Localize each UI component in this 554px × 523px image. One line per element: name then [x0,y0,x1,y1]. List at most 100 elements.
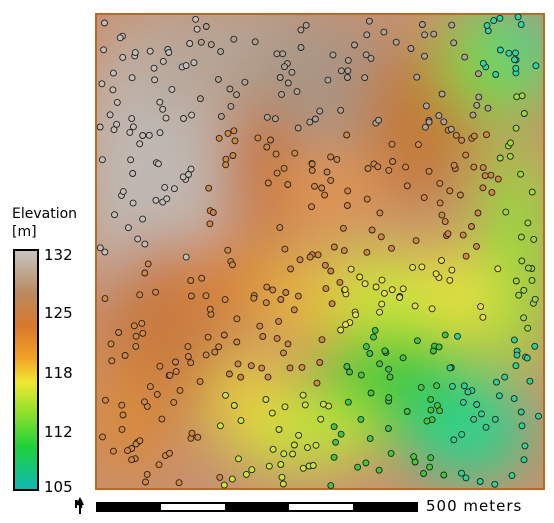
sample-point [436,179,444,187]
sample-point [119,188,127,196]
sample-point [139,215,147,223]
sample-point [228,475,236,483]
sample-point [402,163,410,171]
sample-point [484,104,492,112]
sample-point [136,291,144,299]
sample-point [377,233,385,241]
sample-point [280,164,288,172]
sample-point [524,264,532,272]
sample-point [479,164,487,172]
sample-point [511,56,518,64]
sample-point [108,357,116,365]
sample-point [159,105,167,113]
sample-point [262,299,270,307]
sample-point [129,199,137,207]
sample-point [361,280,369,288]
sample-point [202,292,210,300]
sample-point [273,169,281,177]
sample-point [130,322,138,330]
sample-point [375,466,383,474]
sample-point [237,373,245,381]
sample-point [462,474,470,482]
sample-point [422,102,430,110]
sample-point [161,183,169,191]
sample-point [275,317,283,325]
sample-point [473,401,481,408]
sample-point [264,373,272,381]
sample-point [521,442,529,450]
sample-point [492,71,500,78]
sample-point [299,391,307,399]
sample-point [229,152,237,159]
sample-point [284,79,292,87]
north-arrow-icon [76,497,84,514]
sample-point [343,202,351,209]
sample-point [524,324,532,332]
sample-point [222,161,230,169]
sample-point [159,57,167,65]
sample-point [333,155,341,163]
sample-point [110,126,118,134]
sample-point [185,171,192,178]
sample-point [308,203,315,211]
sample-point [318,184,326,192]
sample-point [168,85,176,93]
sample-point [188,429,196,437]
sample-point [141,269,149,277]
sample-point [182,253,190,261]
sample-point [517,170,525,178]
sample-point [396,294,404,301]
sample-point [290,441,298,449]
sample-point [136,140,144,148]
sample-point [220,331,228,339]
sample-point [512,64,520,72]
sample-point [156,98,164,106]
sample-point [518,257,526,265]
sample-point [281,403,289,411]
sample-point [365,17,373,25]
sample-point [280,349,287,357]
sample-point [450,39,458,47]
sample-point [454,332,461,340]
sample-point [172,358,179,366]
sample-point [389,158,397,165]
sample-point [198,274,206,282]
sample-point [278,473,286,481]
sample-point [222,391,229,399]
sample-point [96,123,104,131]
sample-point [413,73,421,81]
sample-point [209,209,217,216]
sample-point [196,378,204,386]
sample-point [474,209,482,217]
scale-bar-label: 500 meters [426,497,523,515]
sample-point [363,195,371,203]
sample-point [491,415,499,423]
sample-point [446,276,454,284]
sample-point [515,291,523,299]
sample-point [155,461,163,469]
sample-point [290,306,298,314]
sample-point [427,395,435,403]
legend-title-line1: Elevation [12,206,78,222]
sample-point [495,392,503,400]
sample-point [187,165,195,173]
sample-point [438,211,446,219]
sample-point [202,23,210,30]
sample-point [478,410,485,418]
sample-point [363,31,371,39]
sample-point [425,167,433,175]
sample-point [387,449,395,457]
sample-point [513,351,521,359]
sample-point [163,195,171,203]
sample-point [166,371,174,379]
sample-point [447,125,455,133]
sample-point [154,160,162,168]
sample-point [523,354,531,362]
north-arrow-label: N [74,498,84,511]
sample-point [196,95,204,103]
sample-point [279,480,287,488]
sample-point [494,265,502,273]
sample-point [302,21,310,29]
sample-point [418,263,426,271]
scale-bar [96,502,418,512]
